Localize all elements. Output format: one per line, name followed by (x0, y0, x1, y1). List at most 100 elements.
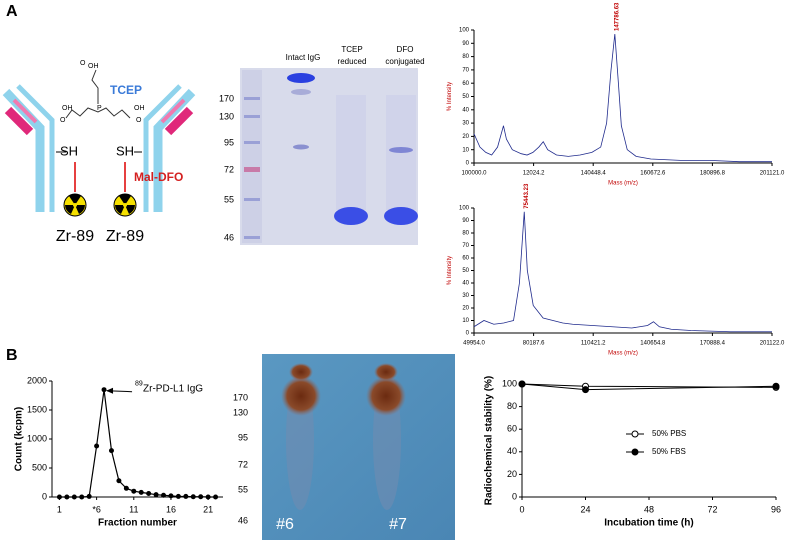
data-line (59, 389, 216, 498)
data-point (101, 387, 107, 393)
gel-labels: 170 130 95 72 55 46 #6 #7 (233, 392, 407, 533)
y-tick-label: 90 (462, 218, 469, 224)
annotation-sup: 89 (135, 381, 143, 388)
marker-label: 130 (219, 111, 234, 121)
y-tick-label: 50 (462, 268, 469, 274)
y-tick-label: 100 (459, 206, 470, 212)
chem-label: O (80, 60, 86, 67)
data-point (94, 443, 100, 449)
marker-label: 46 (224, 232, 234, 242)
marker-label: 55 (238, 484, 248, 494)
x-tick-label: 140654.8 (640, 341, 666, 347)
data-point (190, 494, 196, 500)
data-point (518, 380, 526, 388)
x-tick-label: 100000.0 (461, 171, 487, 177)
y-tick-label: 10 (462, 147, 469, 153)
lane-label: #6 (276, 516, 294, 533)
x-tick-label: 96 (771, 504, 781, 514)
reagent-label: Mal-DFO (134, 170, 183, 184)
isotope-label: Zr-89 (106, 228, 144, 245)
reagent-label: TCEP (110, 83, 142, 97)
legend-marker (631, 430, 639, 438)
y-tick-label: 40 (462, 107, 469, 113)
y-tick-label: 500 (32, 462, 47, 472)
data-line (473, 211, 772, 333)
x-tick-label: *6 (92, 504, 101, 514)
panel-label: A (6, 3, 18, 20)
marker-label: 55 (224, 194, 234, 204)
marker-label: 95 (238, 432, 248, 442)
data-point (168, 493, 174, 499)
data-point (146, 491, 152, 497)
data-point (582, 386, 589, 394)
data-point (123, 485, 129, 491)
marker-label: 46 (238, 515, 248, 525)
marker-label: 72 (224, 164, 234, 174)
x-axis-label: Fraction number (98, 518, 177, 529)
lane-label: Intact IgG (286, 53, 321, 62)
x-tick-label: 49954.0 (463, 341, 485, 347)
y-tick-label: 80 (507, 401, 517, 411)
y-tick-label: 0 (466, 331, 470, 337)
legend-marker (631, 448, 639, 456)
lane-label: conjugated (385, 57, 424, 66)
data-point (131, 488, 137, 494)
y-tick-label: 20 (507, 469, 517, 479)
marker-label: 170 (219, 93, 234, 103)
lane-label: TCEP (341, 45, 362, 54)
data-point (198, 494, 204, 500)
x-tick-label: 24 (580, 504, 590, 514)
x-tick-label: 72 (707, 504, 717, 514)
x-tick-label: 201121.0 (760, 171, 785, 177)
marker-label: 170 (233, 392, 248, 402)
antibody-diagram (2, 69, 196, 217)
y-tick-label: 30 (462, 121, 469, 127)
x-tick-label: 201122.0 (760, 341, 785, 347)
y-axis-label: Radiochemical stability (%) (483, 376, 494, 505)
y-tick-label: 80 (462, 231, 469, 237)
y-tick-label: 0 (42, 491, 47, 501)
chem-label: OH (88, 63, 99, 70)
y-tick-label: 10 (462, 318, 469, 324)
thiol-label: SH (60, 143, 78, 158)
y-tick-label: 60 (462, 256, 469, 262)
data-point (86, 493, 92, 499)
y-tick-label: 40 (507, 446, 517, 456)
chem-label: OH (134, 105, 145, 112)
y-tick-label: 60 (462, 81, 469, 87)
x-axis-label: Mass (m/z) (608, 351, 638, 357)
annotation-arrowhead (106, 387, 114, 394)
lane-label: DFO (397, 45, 414, 54)
data-point (153, 492, 159, 498)
y-tick-label: 2000 (27, 375, 47, 385)
x-axis-label: Mass (m/z) (608, 181, 638, 187)
x-tick-label: 21 (203, 504, 213, 514)
lane-label: reduced (338, 57, 367, 66)
data-point (116, 478, 122, 484)
y-tick-label: 0 (512, 491, 517, 501)
lane-label: #7 (389, 516, 407, 533)
chem-label: O (136, 117, 142, 124)
x-tick-label: 1 (57, 504, 62, 514)
x-tick-label: 12024.2 (523, 171, 545, 177)
marker-label: 95 (224, 137, 234, 147)
gel-image (240, 68, 418, 245)
y-tick-label: 60 (507, 424, 517, 434)
y-tick-label: 30 (462, 293, 469, 299)
x-tick-label: 16 (166, 504, 176, 514)
chem-label: OH (62, 105, 73, 112)
chem-label: P (97, 105, 102, 112)
gel-image (262, 354, 455, 540)
y-tick-label: 50 (462, 94, 469, 100)
y-tick-label: 1500 (27, 404, 47, 414)
panel-label: B (6, 347, 18, 364)
x-axis-label: Incubation time (h) (604, 518, 693, 529)
chem-label: O (60, 117, 66, 124)
y-axis-label: % Intensity (447, 256, 453, 285)
x-tick-label: 140448.4 (581, 171, 607, 177)
data-point (71, 494, 77, 500)
x-tick-label: 180896.8 (700, 171, 726, 177)
annotation: 147786.63 (614, 2, 620, 31)
